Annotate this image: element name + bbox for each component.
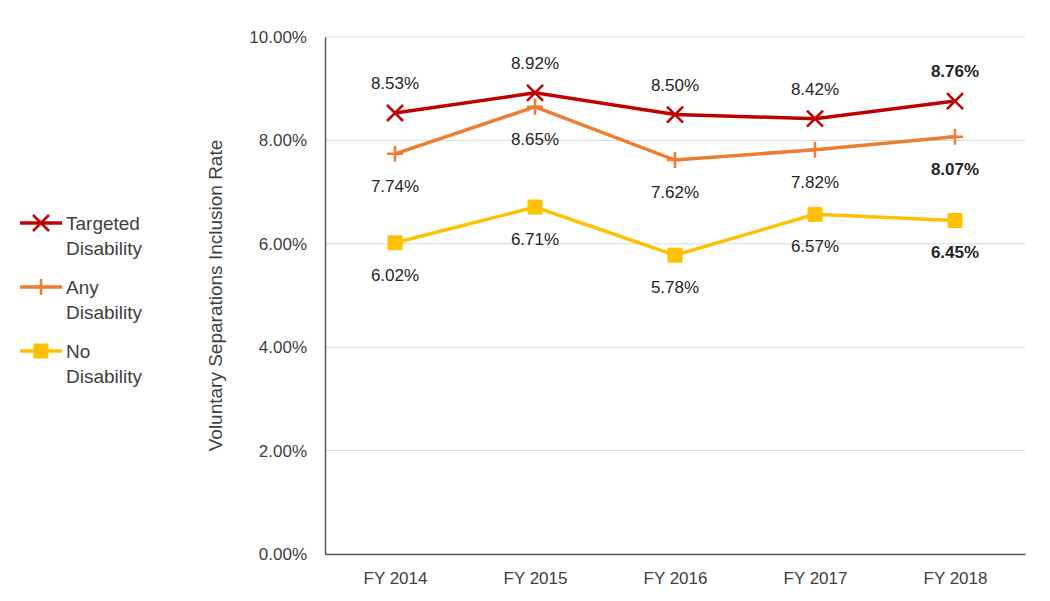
legend-marker: [34, 344, 48, 358]
series-marker: [947, 129, 963, 145]
y-tick-label: 6.00%: [259, 235, 307, 254]
data-label: 7.82%: [791, 173, 839, 192]
data-label: 6.02%: [371, 266, 419, 285]
series-marker: [807, 142, 823, 158]
data-label: 6.57%: [791, 237, 839, 256]
series-marker: [667, 152, 683, 168]
data-labels: 8.53% 8.92% 8.50% 8.42% 8.76% 7.74% 8.65% 7.62%…: [371, 54, 979, 297]
y-tick-label: 10.00%: [249, 28, 307, 47]
data-label: 8.07%: [931, 160, 979, 179]
x-tick-label: FY 2018: [924, 569, 988, 588]
series-marker: [528, 200, 542, 214]
grid-line: [325, 554, 1025, 555]
grid: [325, 37, 1025, 554]
y-axis-title: Voluntary Separations Inclusion Rate: [205, 140, 226, 452]
y-tick: 4.00%: [259, 338, 325, 357]
grid-line: [325, 243, 1025, 244]
x-tick-label: FY 2016: [644, 569, 708, 588]
data-label: 8.76%: [931, 62, 979, 81]
series-marker: [947, 93, 963, 109]
series-marker: [387, 146, 403, 162]
y-tick: 0.00%: [259, 545, 325, 564]
legend-label: TargetedDisability: [66, 213, 143, 260]
legend-marker: [33, 215, 49, 231]
x-tick: FY 2015: [504, 554, 568, 588]
data-label: 8.42%: [791, 80, 839, 99]
data-label: 8.65%: [511, 130, 559, 149]
data-label: 8.53%: [371, 74, 419, 93]
y-tick-label: 0.00%: [259, 545, 307, 564]
chart: 0.00%2.00%4.00%6.00%8.00%10.00%FY 2014FY…: [0, 0, 1050, 601]
x-tick: FY 2018: [924, 554, 988, 588]
legend-item: TargetedDisability: [20, 213, 143, 260]
y-tick-label: 4.00%: [259, 338, 307, 357]
legend-label: AnyDisability: [66, 277, 143, 324]
x-tick-label: FY 2017: [784, 569, 848, 588]
legend-label: NoDisability: [66, 341, 143, 388]
y-axis-line: [325, 38, 327, 555]
x-axis: FY 2014 FY 2015 FY 2016 FY 2017 FY 2018: [326, 554, 1026, 588]
data-label: 8.92%: [511, 54, 559, 73]
series-marker: [387, 105, 403, 121]
grid-line: [325, 450, 1025, 451]
y-axis: 0.00% 2.00% 4.00% 6.00% 8.00% 10.00%: [249, 28, 325, 564]
data-label: 5.78%: [651, 278, 699, 297]
x-tick-label: FY 2014: [364, 569, 428, 588]
grid-line: [325, 347, 1025, 348]
x-tick: FY 2014: [364, 554, 428, 588]
x-tick: FY 2016: [644, 554, 708, 588]
series-marker: [948, 214, 962, 228]
plot-area: 0.00%2.00%4.00%6.00%8.00%10.00%FY 2014FY…: [249, 28, 1025, 588]
data-label: 7.74%: [371, 177, 419, 196]
grid-line: [325, 37, 1025, 38]
data-label: 6.45%: [931, 243, 979, 262]
series-marker: [808, 207, 822, 221]
legend-item: AnyDisability: [20, 277, 143, 324]
series-marker: [667, 107, 683, 123]
series-marker: [807, 111, 823, 127]
legend: TargetedDisability AnyDisability NoDisabil…: [20, 213, 143, 388]
data-label: 6.71%: [511, 230, 559, 249]
x-tick: FY 2017: [784, 554, 848, 588]
y-tick: 6.00%: [259, 235, 325, 254]
y-tick: 2.00%: [259, 442, 325, 461]
series-marker: [527, 85, 543, 101]
y-tick-label: 2.00%: [259, 442, 307, 461]
data-label: 7.62%: [651, 183, 699, 202]
data-label: 8.50%: [651, 76, 699, 95]
x-axis-line: [326, 554, 1026, 556]
x-tick-label: FY 2015: [504, 569, 568, 588]
series-group: [387, 85, 963, 262]
series-marker: [527, 99, 543, 115]
legend-item: NoDisability: [20, 341, 143, 388]
y-tick: 10.00%: [249, 28, 325, 47]
legend-marker: [33, 279, 49, 295]
y-tick-label: 8.00%: [259, 131, 307, 150]
series-marker: [388, 236, 402, 250]
series-marker: [668, 248, 682, 262]
y-tick: 8.00%: [259, 131, 325, 150]
